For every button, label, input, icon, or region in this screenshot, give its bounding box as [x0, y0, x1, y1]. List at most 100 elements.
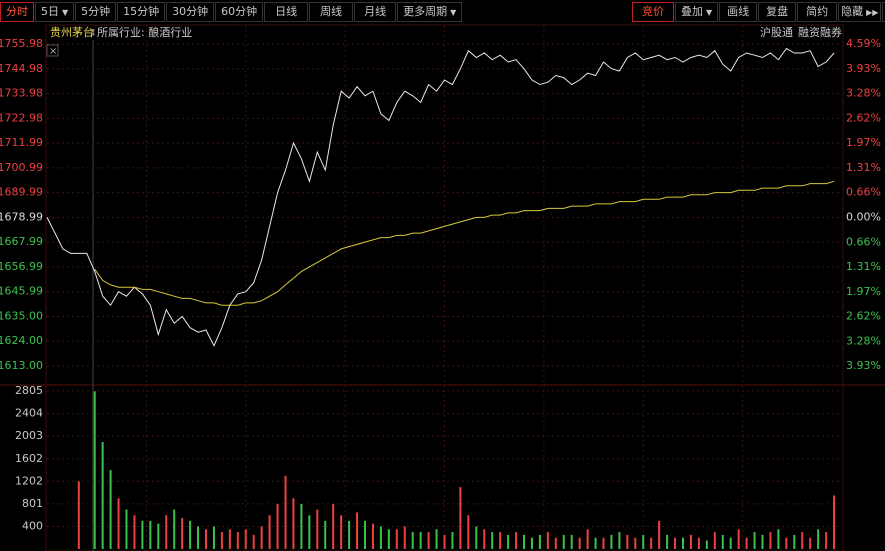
volume-bar [586, 529, 589, 549]
volume-bar [435, 529, 438, 549]
volume-bar [753, 532, 756, 549]
volume-bar [658, 520, 661, 549]
volume-bar [554, 537, 557, 549]
tool[interactable]: 隐藏 ▶▶ [838, 2, 882, 22]
y-tick-label: 1733.98 [0, 87, 43, 100]
volume-bar [93, 391, 96, 549]
volume-bar [499, 532, 502, 549]
y-tick-label: 1656.99 [0, 260, 43, 273]
volume-bar [634, 537, 637, 549]
volume-bar [371, 523, 374, 549]
tool-label: 叠加 [681, 5, 703, 18]
volume-bar [443, 534, 446, 549]
y-tick-label: 1602 [15, 452, 43, 465]
volume-bar [825, 532, 828, 549]
y-tick-label: 1755.98 [0, 37, 43, 50]
volume-bar [682, 537, 684, 549]
volume-bar [268, 515, 271, 549]
volume-bar [491, 532, 494, 549]
volume-bar [705, 540, 708, 549]
y-tick-label: 1202 [15, 474, 43, 487]
y-tick-label: 2805 [15, 384, 43, 397]
volume-bar [793, 534, 796, 549]
volume-bar [228, 529, 231, 549]
y-tick-label: 1744.98 [0, 62, 43, 75]
y2-tick-label: 1.97% [846, 136, 881, 149]
volume-bar [642, 534, 645, 549]
period-toolbar: 分时 5日 ▼ 5分钟 15分钟 30分钟 60分钟 日线 周线 月线 更多周期 ▼ [0, 2, 463, 22]
y-tick-label: 1613.00 [0, 359, 43, 372]
volume-bar [618, 532, 621, 549]
volume-bar [149, 520, 152, 549]
volume-bar [212, 526, 215, 549]
tab[interactable]: 周线 [309, 2, 354, 22]
volume-bar [348, 520, 351, 549]
volume-bar [785, 537, 788, 549]
volume-bar [197, 526, 200, 549]
volume-bar [236, 532, 239, 549]
y-tick-label: 2404 [15, 407, 43, 420]
y-tick-label: 400 [22, 519, 43, 532]
volume-bar [276, 503, 279, 549]
tab[interactable]: 分时 [0, 2, 34, 22]
volume-bar [109, 470, 112, 549]
tab[interactable]: 30分钟 [166, 2, 215, 22]
volume-bar [729, 537, 732, 549]
tool[interactable]: 竞价 [632, 2, 674, 22]
volume-bar [284, 475, 287, 549]
volume-bar [523, 534, 525, 549]
volume-bar [745, 537, 748, 549]
tag[interactable]: 融资融券 [798, 25, 842, 39]
close-icon[interactable] [46, 44, 59, 57]
tool[interactable]: 叠加 ▼ [675, 2, 719, 22]
y2-tick-label: 3.28% [846, 334, 881, 347]
volume-bar [364, 520, 366, 549]
volume-bar [761, 534, 764, 549]
tab[interactable]: 月线 [354, 2, 397, 22]
volume-bar [141, 520, 144, 549]
tab[interactable]: 5分钟 [75, 2, 117, 22]
tab[interactable]: 5日 ▼ [35, 2, 75, 22]
volume-bar [427, 532, 430, 549]
volume-bar [626, 534, 629, 549]
tool[interactable]: 画线 [719, 2, 758, 22]
volume-bar [833, 495, 836, 549]
volume-bar [713, 532, 716, 549]
y2-tick-label: 3.28% [846, 87, 881, 100]
tab[interactable]: 日线 [264, 2, 309, 22]
tool[interactable]: 简约 [797, 2, 838, 22]
tab[interactable]: 15分钟 [117, 2, 166, 22]
tool[interactable]: 复盘 [758, 2, 797, 22]
volume-bar [324, 520, 327, 549]
volume-bar [101, 441, 104, 549]
y2-tick-label: 3.93% [846, 359, 881, 372]
volume-bar [411, 532, 414, 549]
y2-tick-label: 1.97% [846, 285, 881, 298]
volume-bar [387, 529, 390, 549]
y-tick-label: 1645.99 [0, 285, 43, 298]
volume-bar [507, 534, 510, 549]
volume-bar [292, 498, 295, 549]
volume-bar [483, 529, 486, 549]
volume-bar [721, 534, 724, 549]
fullscreen[interactable]: ⛶ [882, 2, 885, 22]
volume-bar [189, 520, 192, 549]
volume-bar [133, 515, 136, 549]
volume-bar [562, 534, 565, 549]
volume-bar [817, 529, 820, 549]
volume-bar [459, 487, 462, 549]
tag[interactable]: 沪股通 [760, 25, 793, 39]
y2-tick-label: 2.62% [846, 111, 881, 124]
volume-bar [570, 534, 573, 549]
y-tick-label: 1689.99 [0, 186, 43, 199]
y2-tick-label: 1.31% [846, 161, 881, 174]
volume-bar [173, 509, 176, 549]
volume-bar [650, 537, 653, 549]
volume-bar [801, 532, 804, 549]
tab[interactable]: 60分钟 [215, 2, 264, 22]
volume-bar [594, 537, 597, 549]
y-tick-label: 1722.98 [0, 111, 43, 124]
tab[interactable]: 更多周期 ▼ [397, 2, 463, 22]
